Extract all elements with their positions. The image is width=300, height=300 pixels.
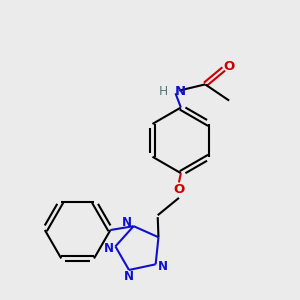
Text: O: O — [173, 183, 184, 196]
Text: O: O — [224, 60, 235, 73]
Text: H: H — [158, 85, 168, 98]
Text: N: N — [174, 85, 185, 98]
Text: N: N — [124, 270, 134, 284]
Text: N: N — [122, 216, 132, 229]
Text: N: N — [103, 242, 113, 255]
Text: N: N — [158, 260, 168, 273]
